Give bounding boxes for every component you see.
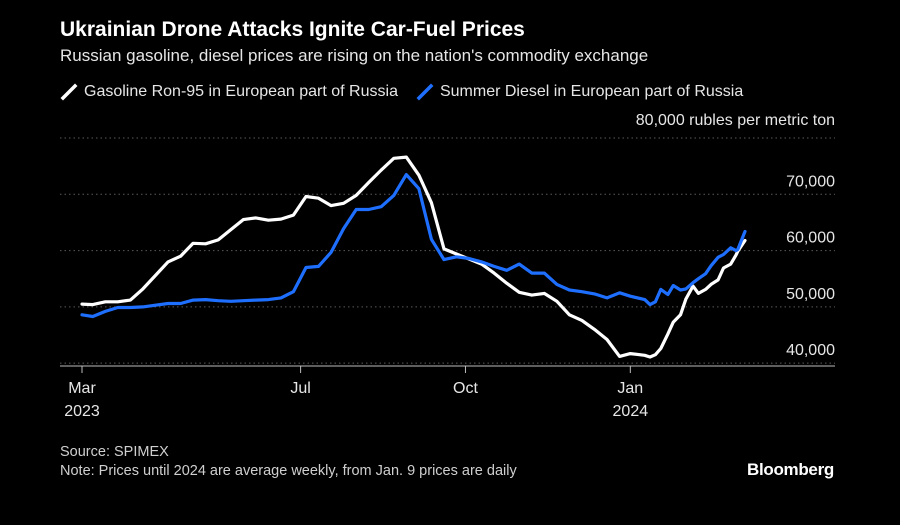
legend-swatch-gasoline [60,83,78,101]
series-line-gasoline [80,155,747,359]
x-tick-sublabel: 2023 [64,403,100,420]
legend-label-gasoline: Gasoline Ron-95 in European part of Russ… [84,83,398,100]
bloomberg-logo: Bloomberg [746,460,834,479]
x-tick-label: Jan [617,380,643,397]
y-tick-label: 60,000 [786,230,835,247]
series-lines [80,155,747,359]
chart-subtitle: Russian gasoline, diesel prices are risi… [60,46,649,65]
x-tick-label: Oct [453,380,478,397]
legend: Gasoline Ron-95 in European part of Russ… [60,83,761,101]
x-tick-label: Jul [290,380,310,397]
legend-label-diesel: Summer Diesel in European part of Russia [439,83,744,100]
source-note: Source: SPIMEX [60,444,169,460]
legend-item-diesel: Summer Diesel in European part of Russia [416,83,743,101]
y-tick-labels: 40,000 50,000 60,000 70,000 [786,173,835,359]
legend-item-gasoline: Gasoline Ron-95 in European part of Russ… [60,83,398,101]
footer: Source: SPIMEX Note: Prices until 2024 a… [60,443,517,481]
y-tick-label: 40,000 [786,342,835,359]
y-tick-label: 50,000 [786,286,835,303]
chart-title: Ukrainian Drone Attacks Ignite Car-Fuel … [60,18,525,41]
series-line-diesel [80,173,747,319]
legend-swatch-diesel [416,83,434,101]
x-tick-label: Mar [68,380,96,397]
y-tick-label: 70,000 [786,173,835,190]
x-tick-sublabel: 2024 [613,403,649,420]
data-note: Note: Prices until 2024 are average week… [60,463,517,479]
y-axis-unit-label: 80,000 rubles per metric ton [635,112,835,129]
x-axis: Mar 2023 Jul Oct Jan 2024 [60,365,835,420]
